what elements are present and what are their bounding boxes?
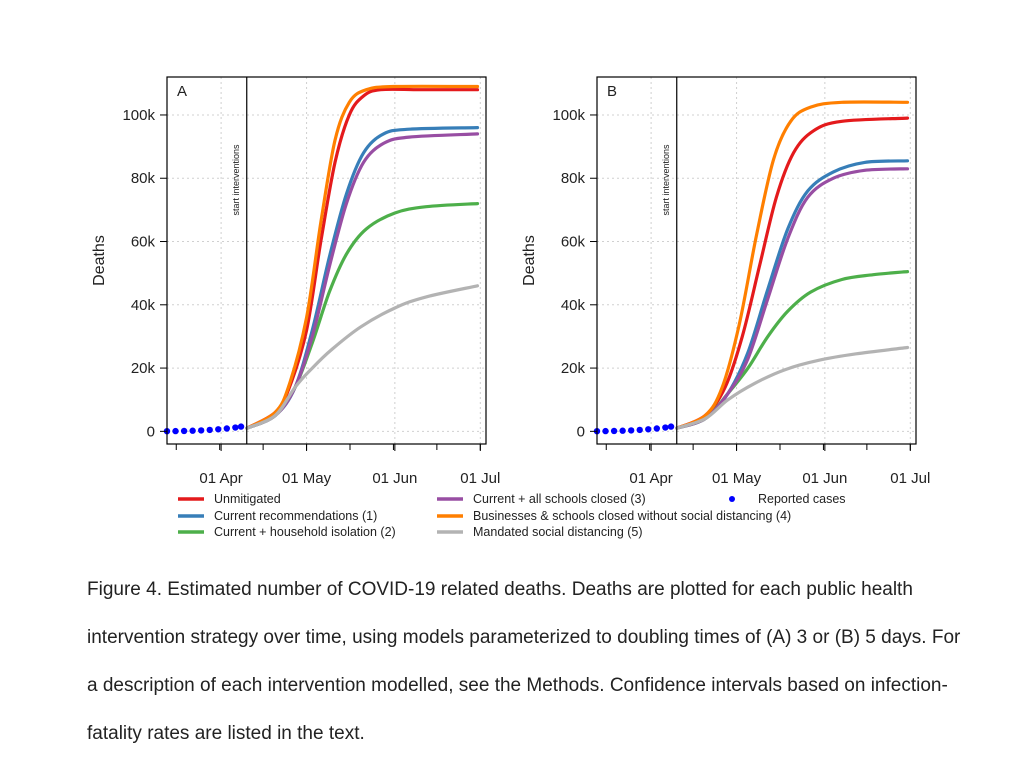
- y-tick-label: 20k: [561, 360, 586, 377]
- legend-item-current-recommendations-1: Current recommendations (1): [178, 509, 377, 523]
- y-tick-label: 80k: [131, 170, 156, 187]
- reported-case-point: [206, 426, 213, 434]
- y-tick-label: 0: [147, 423, 155, 440]
- legend-label: Current recommendations (1): [214, 509, 377, 523]
- series-line-current-all-schools-closed-3: [675, 167, 910, 430]
- legend-label: Mandated social distancing (5): [473, 525, 643, 539]
- legend-label: Businesses & schools closed without soci…: [473, 509, 791, 523]
- series-line-businesses-schools-closed-without-social-distancing-4: [245, 84, 480, 430]
- series-line-mandated-social-distancing-5: [675, 345, 910, 430]
- reported-case-point: [653, 425, 661, 432]
- x-tick-label: 01 May: [282, 470, 332, 487]
- panel-a: start interventions A 0 20k 40k 60k 80k 100k 01 …: [91, 76, 500, 487]
- panel-label: A: [177, 83, 187, 100]
- y-axis-title: Deaths: [91, 235, 108, 286]
- legend: Unmitigated Current recommendations (1) Cu…: [178, 492, 846, 539]
- reported-case-point: [223, 425, 231, 432]
- y-tick-label: 20k: [131, 360, 156, 377]
- y-tick-label: 0: [577, 423, 585, 440]
- legend-item-unmitigated: Unmitigated: [178, 492, 281, 506]
- reported-case-point: [189, 427, 196, 434]
- figure: start interventions A 0 20k 40k 60k 80k 100k 01 …: [91, 76, 930, 539]
- x-tick-label: 01 Jun: [802, 470, 847, 487]
- figure-caption: Figure 4. Estimated number of COVID-19 r…: [87, 579, 961, 744]
- reported-case-point: [610, 427, 618, 435]
- series-line-unmitigated: [245, 87, 480, 430]
- x-tick-label: 01 Jul: [460, 470, 500, 487]
- y-tick-label: 80k: [561, 170, 586, 187]
- intervention-label: start interventions: [661, 144, 671, 216]
- legend-item-businesses-schools-closed-without-social-distancing-4: Businesses & schools closed without soci…: [437, 509, 791, 523]
- reported-case-point: [180, 427, 188, 435]
- legend-item-mandated-social-distancing-5: Mandated social distancing (5): [437, 525, 643, 539]
- series-line-mandated-social-distancing-5: [245, 284, 480, 430]
- reported-case-point: [197, 427, 205, 434]
- x-tick-label: 01 Jun: [372, 470, 417, 487]
- legend-label: Reported cases: [758, 492, 846, 506]
- reported-case-point: [602, 427, 609, 435]
- y-tick-label: 100k: [122, 107, 155, 124]
- y-tick-label: 60k: [561, 234, 586, 251]
- y-tick-label: 100k: [552, 107, 585, 124]
- y-axis-title: Deaths: [521, 235, 538, 286]
- series-line-current-recommendations-1: [675, 159, 910, 430]
- reported-case-point: [172, 427, 179, 435]
- legend-item-reported-cases: Reported cases: [729, 492, 846, 506]
- panel-b: start interventions B 0 20k 40k 60k 80k 100k 01 …: [521, 76, 930, 487]
- legend-label: Unmitigated: [214, 492, 281, 506]
- reported-case-point: [662, 424, 669, 431]
- x-tick-label: 01 Jul: [890, 470, 930, 487]
- y-tick-label: 40k: [131, 297, 156, 314]
- legend-item-current-all-schools-closed-3: Current + all schools closed (3): [437, 492, 646, 506]
- legend-swatch-point: [729, 496, 735, 502]
- legend-label: Current + all schools closed (3): [473, 492, 646, 506]
- plot-frame: [596, 76, 917, 445]
- series-line-current-household-isolation-2: [675, 270, 910, 430]
- reported-case-point: [215, 426, 222, 433]
- series-line-current-recommendations-1: [245, 126, 480, 430]
- reported-case-point: [667, 423, 675, 430]
- series-line-businesses-schools-closed-without-social-distancing-4: [675, 100, 910, 430]
- intervention-label: start interventions: [231, 144, 241, 216]
- reported-case-point: [619, 427, 626, 434]
- y-tick-label: 60k: [131, 234, 156, 251]
- series-line-current-household-isolation-2: [245, 202, 480, 430]
- reported-case-point: [636, 426, 643, 434]
- y-tick-label: 40k: [561, 297, 586, 314]
- x-tick-label: 01 Apr: [629, 470, 672, 487]
- panel-label: B: [607, 83, 617, 100]
- x-tick-label: 01 Apr: [199, 470, 242, 487]
- legend-item-current-household-isolation-2: Current + household isolation (2): [178, 525, 396, 539]
- x-tick-label: 01 May: [712, 470, 762, 487]
- reported-case-point: [645, 426, 652, 433]
- legend-label: Current + household isolation (2): [214, 525, 396, 539]
- reported-case-point: [232, 424, 239, 431]
- reported-case-point: [627, 427, 635, 434]
- plot-frame: [166, 76, 487, 445]
- reported-case-point: [237, 423, 245, 430]
